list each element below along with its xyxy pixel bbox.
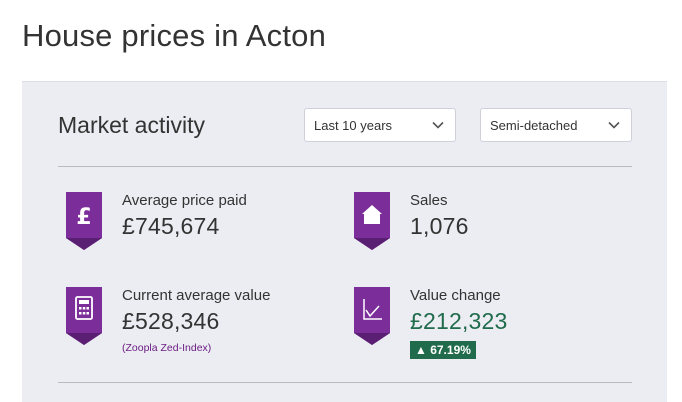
stat-label: Value change (410, 287, 501, 304)
stat-value: £745,674 (122, 213, 220, 239)
stat-value: 1,076 (410, 213, 469, 239)
zed-index-note: (Zoopla Zed-Index) (122, 342, 212, 354)
chevron-down-icon (432, 121, 444, 129)
page-title: House prices in Acton (22, 18, 327, 53)
period-select[interactable]: Last 10 years (304, 108, 456, 142)
stat-value: £528,346 (122, 308, 220, 334)
property-type-select-value: Semi-detached (490, 117, 578, 133)
percent-change-badge: ▲ 67.19% (410, 341, 476, 359)
house-icon (354, 192, 390, 250)
divider (58, 382, 632, 383)
period-select-value: Last 10 years (314, 117, 393, 133)
calculator-icon (66, 287, 102, 345)
divider (58, 166, 632, 167)
svg-text:£: £ (76, 205, 91, 230)
pound-icon: £ (66, 192, 102, 250)
market-activity-panel: Market activity Last 10 years Semi-detac… (22, 81, 667, 402)
stat-label: Sales (410, 192, 448, 209)
section-title: Market activity (58, 112, 205, 138)
chart-icon (354, 287, 390, 345)
chevron-down-icon (608, 121, 620, 129)
property-type-select[interactable]: Semi-detached (480, 108, 632, 142)
stat-label: Current average value (122, 287, 271, 304)
stat-value: £212,323 (410, 308, 508, 334)
stat-label: Average price paid (122, 192, 247, 209)
